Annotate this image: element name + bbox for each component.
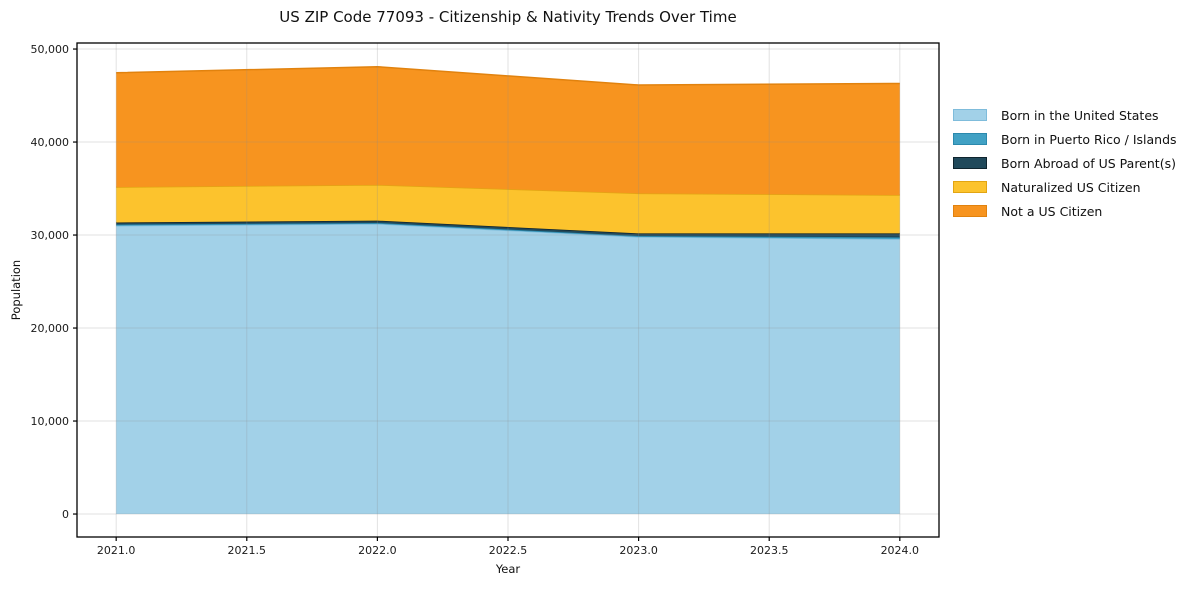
legend-swatch-naturalized [953,181,987,193]
x-tick-label: 2021.0 [97,544,136,557]
legend-swatch-not-citizen [953,205,987,217]
legend-label: Not a US Citizen [1001,203,1103,219]
y-axis-label: Population [9,259,23,321]
legend-swatch-puerto-rico [953,133,987,145]
legend-item-naturalized: Naturalized US Citizen [953,175,1177,199]
x-tick-label: 2022.5 [489,544,528,557]
legend-label: Naturalized US Citizen [1001,179,1141,195]
y-tick-label: 20,000 [31,322,70,335]
x-tick-label: 2023.0 [619,544,658,557]
y-tick-label: 0 [62,508,69,521]
area-series [116,220,900,238]
legend-swatch-born-abroad [953,157,987,169]
legend-item-born-in-us: Born in the United States [953,103,1177,127]
legend-label: Born Abroad of US Parent(s) [1001,155,1176,171]
legend-label: Born in Puerto Rico / Islands [1001,131,1177,147]
legend: Born in the United States Born in Puerto… [953,103,1177,223]
x-tick-label: 2023.5 [750,544,789,557]
x-tick-label: 2024.0 [881,544,920,557]
legend-label: Born in the United States [1001,107,1159,123]
y-tick-label: 10,000 [31,415,70,428]
area-series [116,223,900,515]
chart-title: US ZIP Code 77093 - Citizenship & Nativi… [279,8,737,26]
y-tick-label: 50,000 [31,43,70,56]
area-series [116,66,900,196]
y-tick-label: 30,000 [31,229,70,242]
legend-item-puerto-rico: Born in Puerto Rico / Islands [953,127,1177,151]
x-tick-label: 2021.5 [228,544,267,557]
y-tick-label: 40,000 [31,136,70,149]
x-tick-label: 2022.0 [358,544,397,557]
legend-swatch-born-in-us [953,109,987,121]
legend-item-not-citizen: Not a US Citizen [953,199,1177,223]
area-series [116,184,900,234]
x-axis-label: Year [495,562,521,576]
legend-item-born-abroad: Born Abroad of US Parent(s) [953,151,1177,175]
area-edge [116,65,900,86]
